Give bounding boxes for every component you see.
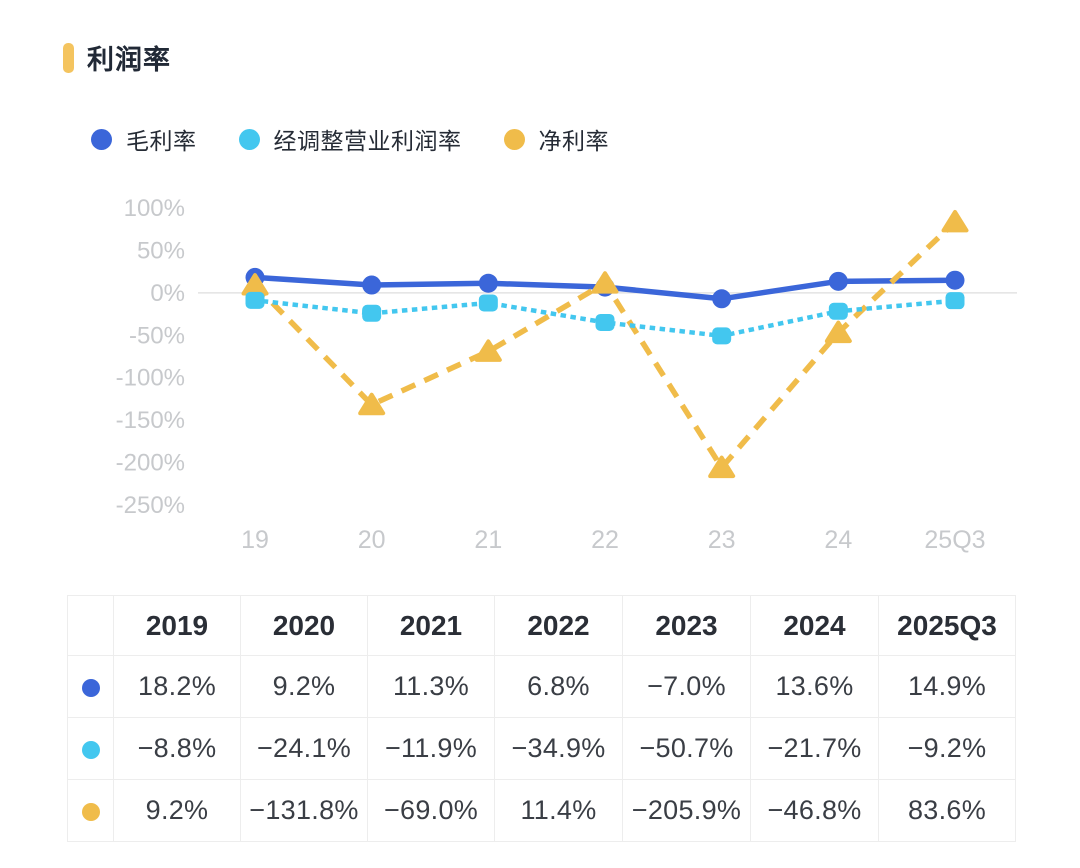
table-row: 9.2% −131.8% −69.0% 11.4% −205.9% −46.8% 83.6% bbox=[67, 779, 1016, 842]
data-point-triangle bbox=[824, 320, 852, 344]
table-value-cell: 83.6% bbox=[878, 779, 1016, 842]
title-accent-bar bbox=[63, 42, 74, 73]
table-header-cell bbox=[67, 595, 114, 656]
table-header-cell: 2025Q3 bbox=[878, 595, 1016, 656]
series-dot-cell bbox=[67, 717, 114, 780]
table-value-cell: −131.8% bbox=[240, 779, 368, 842]
y-axis-tick: -150% bbox=[116, 407, 185, 434]
y-axis-tick: 50% bbox=[137, 237, 185, 264]
table-header-cell: 2023 bbox=[622, 595, 751, 656]
table-value-cell: −11.9% bbox=[367, 717, 495, 780]
x-axis-label: 23 bbox=[708, 526, 736, 554]
data-point-triangle bbox=[358, 392, 386, 416]
data-point-square bbox=[245, 291, 265, 309]
data-point-triangle bbox=[591, 271, 619, 294]
table-row: −8.8% −24.1% −11.9% −34.9% −50.7% −21.7% −9.2% bbox=[67, 717, 1016, 780]
table-value-cell: −34.9% bbox=[494, 717, 623, 780]
adjusted-operating-margin-dot-icon bbox=[238, 128, 260, 150]
series-color-dot-icon bbox=[81, 802, 100, 821]
profit-margin-table: 2019 2020 2021 2022 2023 2024 2025Q3 18.2% 9.2%… bbox=[67, 595, 1016, 842]
table-value-cell: −50.7% bbox=[622, 717, 751, 780]
table-row: 18.2% 9.2% 11.3% 6.8% −7.0% 13.6% 14.9% bbox=[67, 655, 1016, 718]
x-axis-label: 20 bbox=[358, 526, 386, 554]
table-value-cell: 14.9% bbox=[878, 655, 1016, 718]
y-axis-tick: -100% bbox=[116, 365, 185, 392]
series-line-dashed bbox=[253, 219, 957, 471]
y-axis-tick: 0% bbox=[150, 280, 185, 307]
table-header-cell: 2019 bbox=[113, 595, 241, 656]
table-value-cell: −46.8% bbox=[750, 779, 879, 842]
data-point-square bbox=[362, 304, 382, 322]
data-point-square bbox=[712, 327, 732, 345]
data-point-circle bbox=[478, 273, 498, 293]
data-point-triangle bbox=[941, 209, 969, 233]
table-value-cell: −8.8% bbox=[113, 717, 241, 780]
table-value-cell: 6.8% bbox=[494, 655, 623, 718]
table-value-cell: −21.7% bbox=[750, 717, 879, 780]
y-axis-tick: -250% bbox=[116, 492, 185, 519]
table-header-cell: 2021 bbox=[367, 595, 495, 656]
y-axis-tick: -50% bbox=[129, 322, 185, 349]
legend-label: 毛利率 bbox=[126, 128, 197, 154]
table-header-row: 2019 2020 2021 2022 2023 2024 2025Q3 bbox=[67, 595, 1016, 656]
table-header-cell: 2022 bbox=[494, 595, 623, 656]
legend-label: 净利率 bbox=[538, 128, 609, 154]
table-value-cell: −7.0% bbox=[622, 655, 751, 718]
table-value-cell: 18.2% bbox=[113, 655, 241, 718]
section-header: 利润率 bbox=[63, 38, 171, 77]
series-dot-cell bbox=[67, 779, 114, 842]
data-point-circle bbox=[712, 289, 732, 309]
gross-margin-dot-icon bbox=[91, 128, 112, 150]
series-color-dot-icon bbox=[81, 740, 100, 759]
x-axis-label: 22 bbox=[591, 526, 619, 554]
legend-item-gross-margin: 毛利率 bbox=[91, 122, 197, 156]
table-value-cell: −205.9% bbox=[622, 779, 751, 842]
x-axis-label: 21 bbox=[474, 526, 502, 554]
table-value-cell: 9.2% bbox=[240, 655, 368, 718]
page-title: 利润率 bbox=[87, 45, 171, 75]
data-point-square bbox=[828, 302, 848, 320]
net-margin-dot-icon bbox=[503, 128, 525, 150]
table-header-cell: 2020 bbox=[240, 595, 368, 656]
data-point-circle bbox=[828, 271, 848, 291]
data-point-triangle bbox=[708, 455, 736, 479]
table-value-cell: 11.4% bbox=[494, 779, 623, 842]
table-value-cell: −69.0% bbox=[367, 779, 495, 842]
table-value-cell: 13.6% bbox=[750, 655, 879, 718]
legend-item-adjusted-operating-margin: 经调整营业利润率 bbox=[238, 122, 462, 156]
profit-margin-table-wrap: 2019 2020 2021 2022 2023 2024 2025Q3 18.2% 9.2%… bbox=[67, 595, 1016, 842]
data-point-square bbox=[945, 292, 965, 310]
series-dot-cell bbox=[67, 655, 114, 718]
table-value-cell: −24.1% bbox=[240, 717, 368, 780]
chart-legend: 毛利率 经调整营业利润率 净利率 bbox=[91, 122, 651, 156]
y-axis-tick: -200% bbox=[116, 450, 185, 477]
profit-margin-line-chart: 100% 50% 0% -50% -100% -150% -200% -250% 19 20 21 2… bbox=[116, 195, 1017, 554]
x-axis-label: 19 bbox=[241, 526, 269, 554]
data-point-square bbox=[595, 313, 615, 331]
data-point-square bbox=[478, 294, 498, 312]
legend-label: 经调整营业利润率 bbox=[273, 128, 462, 154]
data-point-circle bbox=[362, 275, 382, 295]
x-axis-label: 24 bbox=[824, 526, 852, 554]
table-header-cell: 2024 bbox=[750, 595, 879, 656]
x-axis-label: 25Q3 bbox=[924, 526, 985, 554]
legend-item-net-margin: 净利率 bbox=[503, 122, 610, 156]
table-value-cell: 9.2% bbox=[113, 779, 241, 842]
table-value-cell: −9.2% bbox=[878, 717, 1016, 780]
series-color-dot-icon bbox=[81, 678, 100, 697]
data-point-circle bbox=[945, 270, 965, 290]
table-value-cell: 11.3% bbox=[367, 655, 495, 718]
data-point-triangle bbox=[474, 339, 502, 362]
y-axis-tick: 100% bbox=[124, 195, 185, 222]
